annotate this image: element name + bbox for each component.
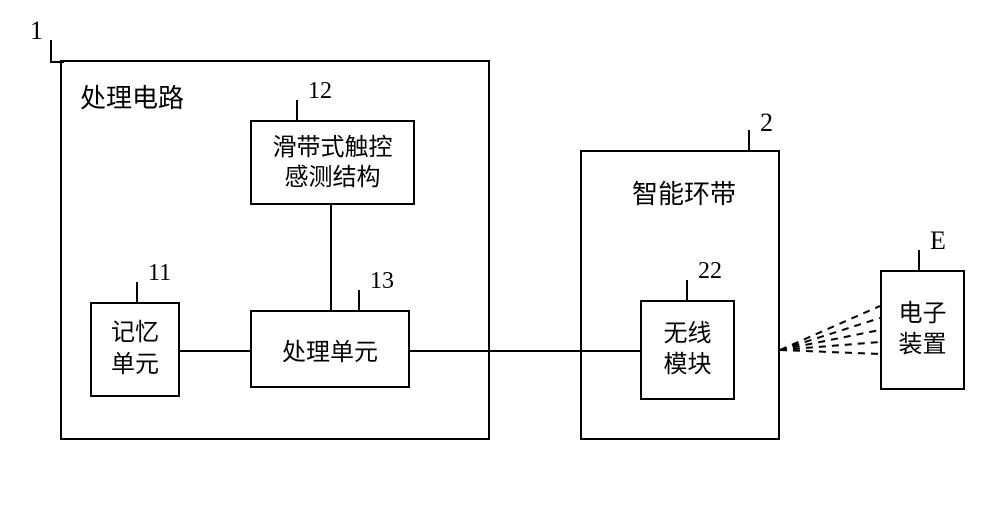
- wireless-module-ref: 22: [698, 258, 722, 285]
- conn-proc-to-wireless: [410, 350, 640, 352]
- memory-unit-text2: 单元: [111, 350, 159, 381]
- conn-touch-to-proc: [330, 205, 332, 310]
- memory-unit-ref: 11: [148, 260, 171, 287]
- electronic-device-ref: E: [930, 226, 946, 256]
- conn-mem-to-proc: [180, 350, 250, 352]
- processing-unit-text: 处理单元: [282, 332, 378, 367]
- smart-band-ref: 2: [760, 108, 773, 138]
- memory-unit-box: 记忆 单元: [90, 302, 180, 397]
- processing-circuit-title: 处理电路: [80, 78, 184, 115]
- wireless-module-text2: 模块: [664, 350, 712, 381]
- sliding-touch-text1: 滑带式触控: [273, 133, 393, 163]
- electronic-device-box: 电子 装置: [880, 270, 965, 390]
- processing-circuit-ref: 1: [30, 16, 43, 46]
- wireless-link-icon: [780, 300, 880, 380]
- electronic-device-text2: 装置: [899, 330, 947, 361]
- wireless-module-box: 无线 模块: [640, 300, 735, 400]
- smart-band-title: 智能环带: [632, 174, 736, 211]
- electronic-device-text1: 电子: [899, 299, 947, 330]
- sliding-touch-box: 滑带式触控 感测结构: [250, 120, 415, 205]
- processing-unit-ref: 13: [370, 268, 394, 295]
- processing-unit-box: 处理单元: [250, 310, 410, 388]
- diagram-canvas: 1 处理电路 滑带式触控 感测结构 12 记忆 单元 11 处理单元 13 2 …: [0, 0, 1000, 515]
- wireless-module-text1: 无线: [664, 319, 712, 350]
- sliding-touch-text2: 感测结构: [285, 163, 381, 193]
- sliding-touch-ref: 12: [308, 78, 332, 105]
- memory-unit-text1: 记忆: [111, 318, 159, 349]
- processing-circuit-leader: [50, 40, 64, 63]
